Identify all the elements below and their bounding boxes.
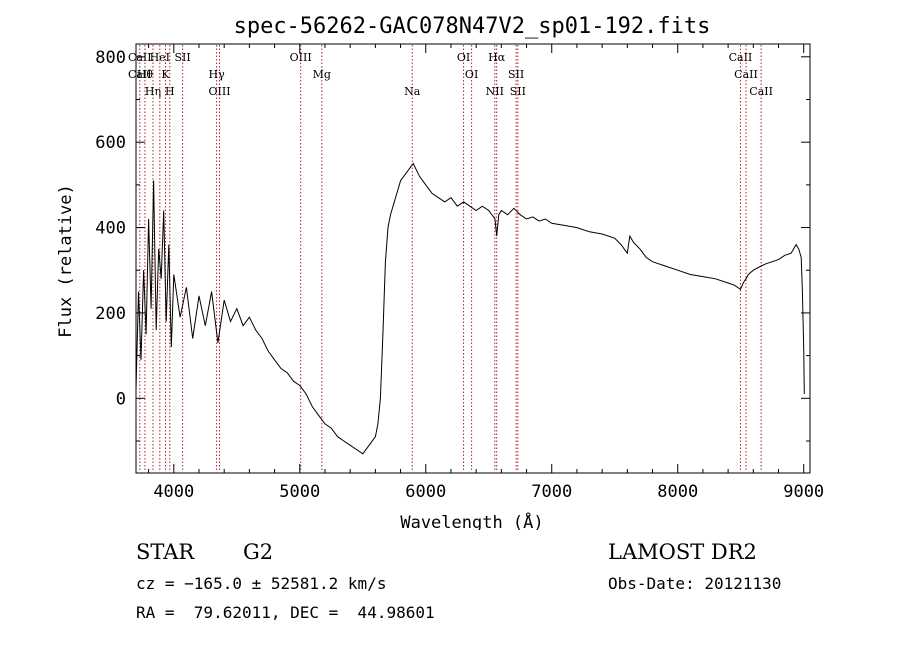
axis-tick-labels: 4000 5000 6000 7000 8000 9000 0 200 400 600 800: [95, 48, 824, 502]
y-tick-label: 200: [95, 304, 126, 324]
line-marker-label: CaII: [128, 51, 152, 64]
redshift-velocity: cz = −165.0 ± 52581.2 km/s: [136, 574, 387, 593]
line-marker-label: CaII: [729, 51, 753, 64]
spectrum-line: [135, 162, 805, 455]
line-marker-label: CaII: [749, 85, 773, 98]
line-marker-label: OI: [465, 68, 478, 81]
y-tick-label: 800: [95, 48, 126, 68]
line-marker-label: HeI: [150, 51, 170, 64]
line-marker-label: Hγ: [209, 68, 226, 81]
y-tick-label: 400: [95, 219, 126, 239]
spectrum-chart: CaIICaIIHθHηHeIKHSIIHγOIIIOIIIMgNaOIOINI…: [56, 14, 824, 530]
line-markers: [139, 45, 762, 472]
line-marker-label: OIII: [208, 85, 230, 98]
axis-ticks: [136, 44, 810, 473]
line-marker-label: SII: [510, 85, 526, 98]
x-tick-label: 6000: [405, 482, 446, 502]
line-marker-label: Hη: [145, 85, 161, 98]
line-marker-label: SII: [508, 68, 524, 81]
chart-title: spec-56262-GAC078N47V2_sp01-192.fits: [234, 14, 711, 39]
line-marker-label: Hα: [488, 51, 506, 64]
line-marker-label: Hθ: [137, 68, 154, 81]
line-marker-label: CaII: [734, 68, 758, 81]
line-marker-label: OI: [457, 51, 470, 64]
line-marker-label: H: [165, 85, 175, 98]
x-tick-label: 7000: [531, 482, 572, 502]
x-tick-label: 5000: [279, 482, 320, 502]
observation-date: Obs-Date: 20121130: [608, 574, 782, 593]
y-axis-label: Flux (relative): [56, 184, 76, 338]
x-axis-label: Wavelength (Å): [400, 511, 543, 530]
line-marker-label: CaII: [128, 68, 152, 81]
coordinates: RA = 79.62011, DEC = 44.98601: [136, 603, 435, 622]
object-class: STAR: [136, 540, 195, 564]
subclass: G2: [243, 540, 274, 564]
y-tick-label: 600: [95, 133, 126, 153]
line-marker-label: NII: [486, 85, 504, 98]
y-tick-label: 0: [116, 389, 126, 409]
line-marker-label: K: [161, 68, 170, 81]
line-marker-labels: CaIICaIIHθHηHeIKHSIIHγOIIIOIIIMgNaOIOINI…: [128, 51, 773, 98]
x-tick-label: 4000: [153, 482, 194, 502]
line-marker-label: Na: [404, 85, 421, 98]
x-tick-label: 9000: [783, 482, 824, 502]
x-tick-label: 8000: [657, 482, 698, 502]
line-marker-label: SII: [174, 51, 190, 64]
survey-name: LAMOST DR2: [608, 540, 757, 564]
line-marker-label: Mg: [313, 68, 331, 81]
line-marker-label: OIII: [290, 51, 312, 64]
plot-frame: [135, 43, 811, 474]
